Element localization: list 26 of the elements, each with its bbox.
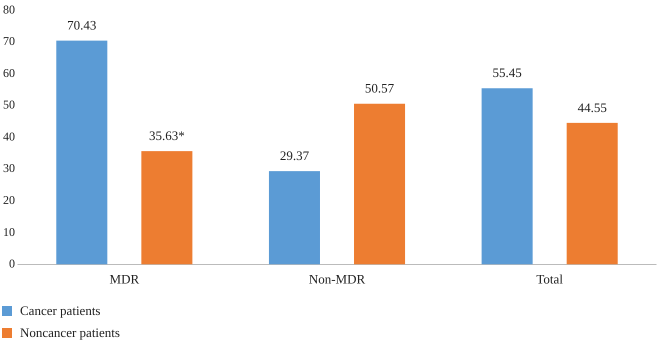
data-label: 55.45 (492, 65, 522, 80)
y-tick-label: 60 (3, 66, 15, 80)
y-tick-label: 80 (3, 2, 15, 16)
y-tick-label: 10 (3, 224, 15, 239)
data-label: 29.37 (280, 148, 310, 163)
bar (482, 88, 533, 264)
x-tick-label: Non-MDR (308, 272, 366, 287)
x-tick-label: MDR (110, 272, 140, 287)
y-tick-label: 70 (3, 34, 15, 48)
y-tick-label: 30 (3, 161, 15, 176)
y-tick-label: 20 (3, 193, 15, 208)
data-label: 35.63* (148, 128, 185, 144)
legend-label: Noncancer patients (20, 325, 120, 341)
y-tick-label: 50 (3, 98, 15, 112)
x-tick-label: Total (536, 272, 564, 287)
bar (56, 40, 108, 264)
data-label: 70.43 (67, 18, 96, 33)
bar (268, 171, 320, 264)
data-label: 50.57 (364, 80, 395, 96)
bar (566, 122, 618, 264)
bar (141, 151, 192, 264)
data-label: 44.55 (578, 100, 607, 115)
legend-label: Cancer patients (20, 303, 100, 319)
y-tick-label: 0 (9, 256, 15, 271)
bar (354, 104, 406, 264)
y-tick-label: 40 (3, 129, 15, 144)
